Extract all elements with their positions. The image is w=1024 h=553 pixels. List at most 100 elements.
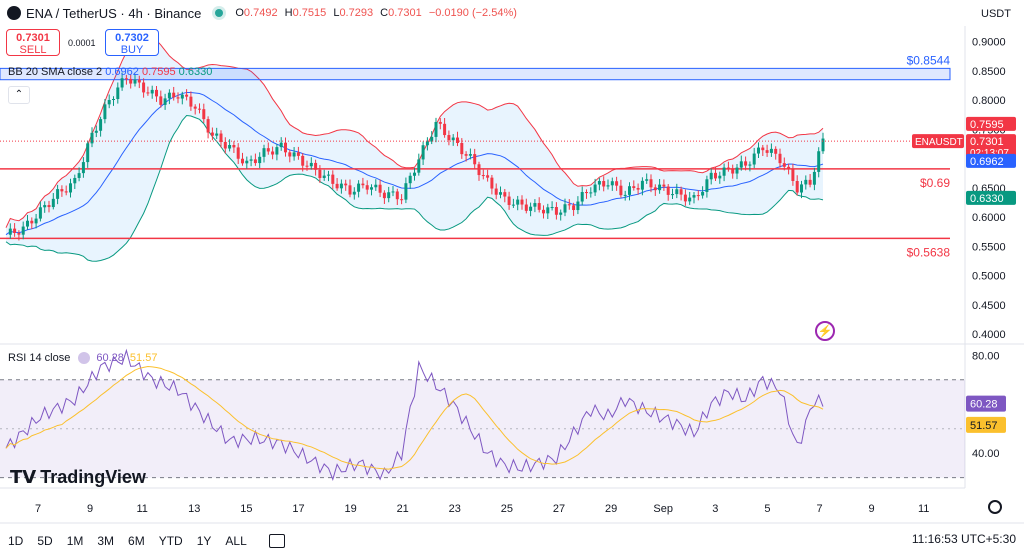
candle-body (357, 183, 361, 192)
candle-body (752, 153, 756, 165)
price-tick-label: 0.5000 (972, 271, 1006, 283)
candle-body (563, 204, 567, 213)
rsi-ma-axis-value: 51.57 (970, 420, 998, 432)
bb-basis-value: 0.6962 (105, 66, 139, 78)
candle-body (116, 87, 120, 100)
symbol-title[interactable]: ENA / TetherUS · 4h · Binance (26, 5, 202, 21)
candle-body (288, 152, 292, 157)
tradingview-mark-icon: 𝗧𝗩 (10, 467, 37, 487)
candle-body (365, 185, 369, 190)
candle-body (94, 130, 98, 133)
candle-body (451, 137, 455, 141)
candle-body (391, 191, 395, 193)
candle-body (331, 174, 335, 184)
candle-body (554, 207, 558, 215)
price-tick-label: 0.5500 (972, 241, 1006, 253)
time-tick-label: 9 (869, 503, 875, 515)
utc-clock[interactable]: 11:16:53 UTC+5:30 (911, 532, 1016, 546)
bb-lower-value: 0.6330 (178, 66, 213, 78)
candle-body (210, 132, 214, 136)
candle-body (167, 92, 171, 99)
candle-body (791, 168, 795, 181)
candle-body (378, 184, 382, 193)
timeframe-all[interactable]: ALL (225, 533, 247, 548)
timeframe-1d[interactable]: 1D (8, 533, 24, 548)
buy-button[interactable]: 0.7302 BUY (105, 29, 159, 56)
candle-body (348, 185, 352, 195)
sell-button[interactable]: 0.7301 SELL (6, 29, 60, 56)
candle-body (120, 78, 124, 88)
candle-body (817, 151, 821, 172)
candle-body (666, 186, 670, 195)
price-axis-label: 0.6962 (970, 156, 1004, 168)
candle-body (137, 79, 141, 83)
candle-body (576, 201, 580, 211)
candle-body (726, 167, 730, 170)
timeframe-6m[interactable]: 6M (128, 533, 145, 548)
timeframe-1m[interactable]: 1M (66, 533, 84, 548)
bb-lower-line (5, 115, 824, 262)
candle-body (653, 187, 657, 191)
candle-body (249, 159, 253, 161)
candle-body (615, 181, 619, 186)
candle-body (460, 142, 464, 155)
candle-body (8, 228, 12, 235)
candle-body (99, 119, 103, 131)
alert-lightning-icon[interactable]: ⚡ (815, 321, 835, 341)
candle-body (64, 191, 68, 193)
candle-body (387, 192, 391, 199)
timeframe-1y[interactable]: 1Y (196, 533, 212, 548)
timeframe-ytd[interactable]: YTD (158, 533, 183, 548)
candle-body (468, 154, 472, 156)
candle-body (215, 133, 219, 136)
price-axis-label-box (966, 134, 1016, 159)
candle-body (262, 148, 266, 157)
candle-body (77, 173, 81, 178)
candle-body (413, 172, 416, 176)
candle-body (301, 155, 305, 166)
candle-body (202, 109, 206, 120)
candle-body (632, 186, 636, 188)
candle-body (296, 152, 300, 156)
rsi-legend[interactable]: RSI 14 close 60.28 51.57 (8, 352, 157, 364)
candle-body (253, 159, 257, 164)
market-open-icon (215, 9, 224, 17)
candle-body (546, 207, 550, 214)
price-axis-label: 0.7595 (970, 119, 1004, 131)
candle-body (765, 150, 769, 153)
candle-body (778, 153, 782, 164)
time-tick-label: Sep (653, 503, 673, 515)
candle-body (90, 132, 94, 144)
candle-body (486, 175, 490, 178)
candle-body (30, 220, 34, 224)
settings-gear-icon[interactable] (988, 500, 1002, 514)
timeframe-5d[interactable]: 5D (37, 533, 53, 548)
candle-body (774, 148, 778, 154)
collapse-legend-button[interactable]: ⌃ (8, 86, 30, 104)
candle-body (417, 159, 421, 173)
time-tick-label: 3 (712, 503, 718, 515)
rsi-visibility-icon[interactable] (78, 352, 91, 364)
candle-body (550, 207, 554, 209)
candle-body (718, 175, 722, 179)
candle-body (696, 195, 700, 197)
bottom-toolbar: 1D 5D 1M 3M 6M YTD 1Y ALL (0, 528, 1024, 553)
candle-body (812, 171, 816, 185)
candle-body (628, 186, 631, 195)
timeframe-3m[interactable]: 3M (97, 533, 115, 548)
bb-legend[interactable]: BB 20 SMA close 2 0.6962 0.7595 0.6330 (8, 66, 212, 78)
time-tick-label: 17 (292, 503, 304, 515)
candle-body (722, 167, 726, 176)
candle-body (438, 121, 442, 124)
candle-body (180, 94, 184, 99)
bb-band-fill (6, 35, 823, 262)
candle-body (26, 220, 29, 227)
candle-body (597, 181, 601, 185)
candle-body (701, 192, 705, 196)
time-tick-label: 29 (605, 503, 617, 515)
date-range-calendar-icon[interactable] (268, 533, 285, 548)
candle-body (520, 199, 524, 205)
currency-selector[interactable]: USDT (981, 8, 1011, 20)
price-tick-label: 0.8000 (972, 95, 1006, 107)
